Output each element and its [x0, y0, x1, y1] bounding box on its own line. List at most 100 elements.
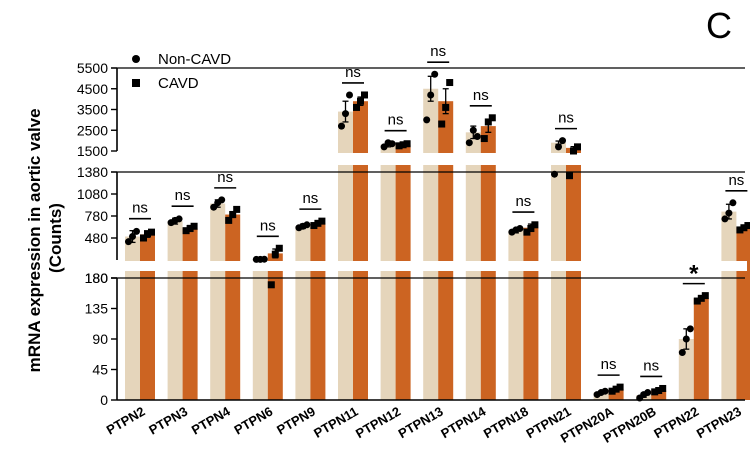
data-point-non-cavd [342, 110, 349, 118]
data-point-non-cavd [644, 389, 652, 397]
data-point-non-cavd [423, 116, 431, 124]
data-point-cavd [182, 227, 190, 235]
significance-layer: ns ns ns ns ns ns ns ns ns ns ns ns ns * ns [129, 43, 748, 378]
axes-layer: 0459013518018048078010801380150025003500… [77, 60, 745, 408]
data-point-cavd [144, 230, 151, 238]
x-category-label: PTPN13 [396, 404, 446, 442]
x-category-label: PTPN11 [311, 404, 360, 441]
significance-label: ns [430, 43, 446, 60]
y-tick-label: 780 [85, 208, 109, 224]
data-point-cavd [310, 222, 318, 230]
data-point-cavd [275, 244, 283, 252]
points-layer [125, 70, 750, 402]
data-point-cavd [399, 141, 407, 149]
data-point-cavd [616, 383, 624, 391]
data-point-cavd [271, 250, 279, 258]
data-point-non-cavd [729, 199, 737, 207]
bar [651, 390, 667, 400]
y-tick-label: 1380 [77, 164, 108, 180]
bar [338, 111, 353, 400]
bar [167, 221, 183, 400]
y-axis-label-line-1: mRNA expression in aortic valve [25, 108, 44, 372]
bar [438, 101, 454, 400]
bar [182, 228, 198, 400]
bar [523, 227, 539, 400]
bar [353, 101, 368, 400]
data-point-non-cavd [260, 255, 268, 263]
data-point-cavd [190, 222, 198, 230]
bar [295, 226, 311, 400]
data-point-non-cavd [427, 91, 435, 99]
data-point-cavd [651, 388, 659, 396]
data-point-non-cavd [465, 139, 473, 147]
y-tick-label: 2500 [77, 122, 108, 138]
data-point-cavd [740, 224, 748, 232]
data-point-cavd [608, 387, 616, 395]
data-point-cavd [697, 294, 705, 302]
data-point-cavd [523, 228, 531, 236]
data-point-non-cavd [133, 227, 140, 235]
x-category-label: PTPN4 [189, 403, 233, 437]
data-point-cavd [318, 217, 326, 225]
bar [566, 147, 581, 400]
y-tick-label: 0 [100, 392, 108, 408]
data-point-non-cavd [473, 132, 481, 140]
bar [252, 259, 268, 400]
data-point-non-cavd [125, 238, 132, 246]
axis-break-gap [105, 261, 747, 271]
data-point-non-cavd [431, 70, 439, 78]
data-point-cavd [736, 226, 744, 234]
data-point-cavd [659, 384, 667, 392]
y-tick-label: 1080 [77, 186, 108, 202]
significance-label: ns [515, 193, 531, 210]
y-tick-label: 135 [85, 301, 109, 317]
x-category-label: PTPN9 [274, 404, 318, 438]
data-point-non-cavd [338, 122, 345, 130]
x-category-label: PTPN3 [146, 404, 190, 438]
data-point-cavd [353, 103, 360, 111]
x-category-label: PTPN23 [694, 404, 744, 442]
data-point-cavd [612, 385, 620, 393]
legend-label-cavd: CAVD [158, 75, 199, 92]
data-point-cavd [693, 297, 701, 305]
data-point-cavd [566, 172, 573, 180]
bar [721, 211, 737, 400]
data-point-non-cavd [469, 126, 477, 134]
legend-marker-non-cavd [132, 55, 140, 63]
data-point-non-cavd [129, 233, 136, 241]
data-point-cavd [229, 211, 237, 219]
data-point-non-cavd [678, 349, 686, 357]
x-category-label: PTPN18 [481, 404, 531, 442]
significance-label: ns [260, 217, 276, 234]
data-point-non-cavd [175, 215, 183, 223]
data-point-cavd [531, 221, 539, 229]
y-tick-label: 180 [85, 270, 109, 286]
y-axis-label: mRNA expression in aortic valve (Counts) [25, 104, 65, 373]
data-point-non-cavd [218, 196, 226, 204]
bar [140, 234, 155, 400]
data-point-cavd [484, 118, 492, 126]
bar [693, 298, 709, 400]
significance-label: ns [217, 169, 233, 186]
x-category-label: PTPN14 [438, 403, 489, 441]
data-point-non-cavd [721, 215, 729, 223]
data-point-cavd [480, 135, 488, 143]
x-category-label: PTPN22 [651, 404, 701, 442]
significance-label: ns [175, 187, 191, 204]
bar [608, 389, 624, 400]
data-point-non-cavd [725, 209, 733, 217]
legend-marker-cavd [132, 79, 140, 87]
data-point-non-cavd [559, 137, 566, 145]
data-point-non-cavd [346, 91, 353, 99]
data-point-non-cavd [682, 335, 690, 343]
y-tick-label: 4500 [77, 81, 108, 97]
data-point-non-cavd [551, 170, 558, 178]
bar [423, 88, 439, 400]
significance-label: * [689, 261, 699, 288]
legend: Non-CAVD CAVD [132, 51, 231, 92]
data-point-cavd [403, 140, 411, 148]
bar [210, 203, 226, 400]
significance-label: ns [728, 172, 744, 189]
x-category-label: PTPN12 [353, 404, 403, 442]
